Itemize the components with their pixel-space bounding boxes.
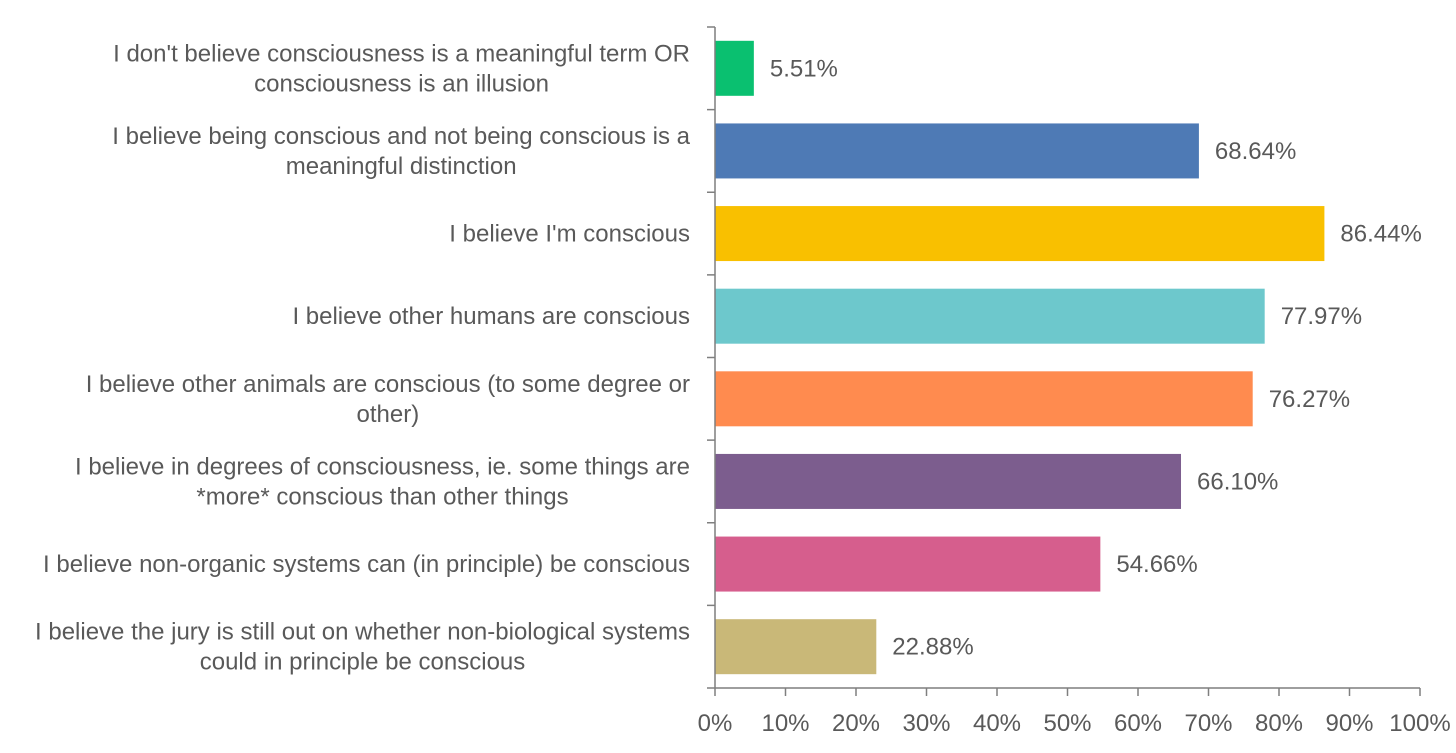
category-label-line: I believe in degrees of consciousness, i… xyxy=(75,453,690,480)
bars-group xyxy=(715,40,1325,675)
category-label-1: I believe being conscious and not being … xyxy=(112,123,690,180)
bar-3 xyxy=(715,288,1265,344)
x-tick-label-9: 90% xyxy=(1325,710,1373,737)
x-tick-label-4: 40% xyxy=(973,710,1021,737)
category-labels-group: I don't believe consciousness is a meani… xyxy=(35,40,691,675)
category-label-line: I don't believe consciousness is a meani… xyxy=(113,40,690,67)
bar-4 xyxy=(715,371,1253,427)
x-tick-label-1: 10% xyxy=(761,710,809,737)
value-label-4: 76.27% xyxy=(1269,386,1350,413)
value-label-2: 86.44% xyxy=(1340,221,1421,248)
value-labels-group: 5.51% 68.64% 86.44% 77.97% 76.27% 66.10% 54.66… xyxy=(770,55,1422,660)
bar-0 xyxy=(715,40,754,96)
category-label-7: I believe the jury is still out on wheth… xyxy=(35,619,690,676)
value-label-0: 5.51% xyxy=(770,55,838,82)
value-label-7: 22.88% xyxy=(892,634,973,661)
category-label-0: I don't believe consciousness is a meani… xyxy=(113,40,690,97)
category-label-line: I believe other humans are conscious xyxy=(292,303,690,330)
value-label-6: 54.66% xyxy=(1116,551,1197,578)
category-label-line: other) xyxy=(356,401,419,428)
category-label-line: I believe other animals are conscious (t… xyxy=(86,371,690,398)
category-label-line: I believe I'm conscious xyxy=(449,221,690,248)
bar-1 xyxy=(715,123,1199,179)
category-label-2: I believe I'm conscious xyxy=(449,221,690,248)
category-label-line: could in principle be conscious xyxy=(200,649,526,676)
category-label-line: *more* conscious than other things xyxy=(196,483,568,510)
x-tick-label-2: 20% xyxy=(832,710,880,737)
category-label-6: I believe non-organic systems can (in pr… xyxy=(43,551,690,578)
bar-7 xyxy=(715,619,877,675)
bar-5 xyxy=(715,453,1182,509)
category-label-4: I believe other animals are conscious (t… xyxy=(86,371,690,428)
bar-2 xyxy=(715,206,1325,262)
category-label-line: meaningful distinction xyxy=(286,153,517,180)
category-label-line: I believe the jury is still out on wheth… xyxy=(35,619,690,646)
category-label-5: I believe in degrees of consciousness, i… xyxy=(75,453,690,510)
category-label-3: I believe other humans are conscious xyxy=(292,303,690,330)
axes-group: 0% 10% 20% 30% 40% 50% 60% 70% 80% 90% 100% xyxy=(698,26,1451,737)
x-tick-label-6: 60% xyxy=(1114,710,1162,737)
x-tick-label-0: 0% xyxy=(698,710,733,737)
category-label-line: I believe non-organic systems can (in pr… xyxy=(43,551,690,578)
category-label-line: I believe being conscious and not being … xyxy=(112,123,690,150)
value-label-3: 77.97% xyxy=(1281,303,1362,330)
x-tick-label-5: 50% xyxy=(1043,710,1091,737)
x-tick-label-7: 70% xyxy=(1184,710,1232,737)
value-label-5: 66.10% xyxy=(1197,468,1278,495)
x-tick-label-8: 80% xyxy=(1255,710,1303,737)
bar-6 xyxy=(715,536,1101,592)
category-label-line: consciousness is an illusion xyxy=(254,70,549,97)
value-label-1: 68.64% xyxy=(1215,138,1296,165)
x-tick-label-10: 100% xyxy=(1389,710,1450,737)
x-tick-label-3: 30% xyxy=(902,710,950,737)
